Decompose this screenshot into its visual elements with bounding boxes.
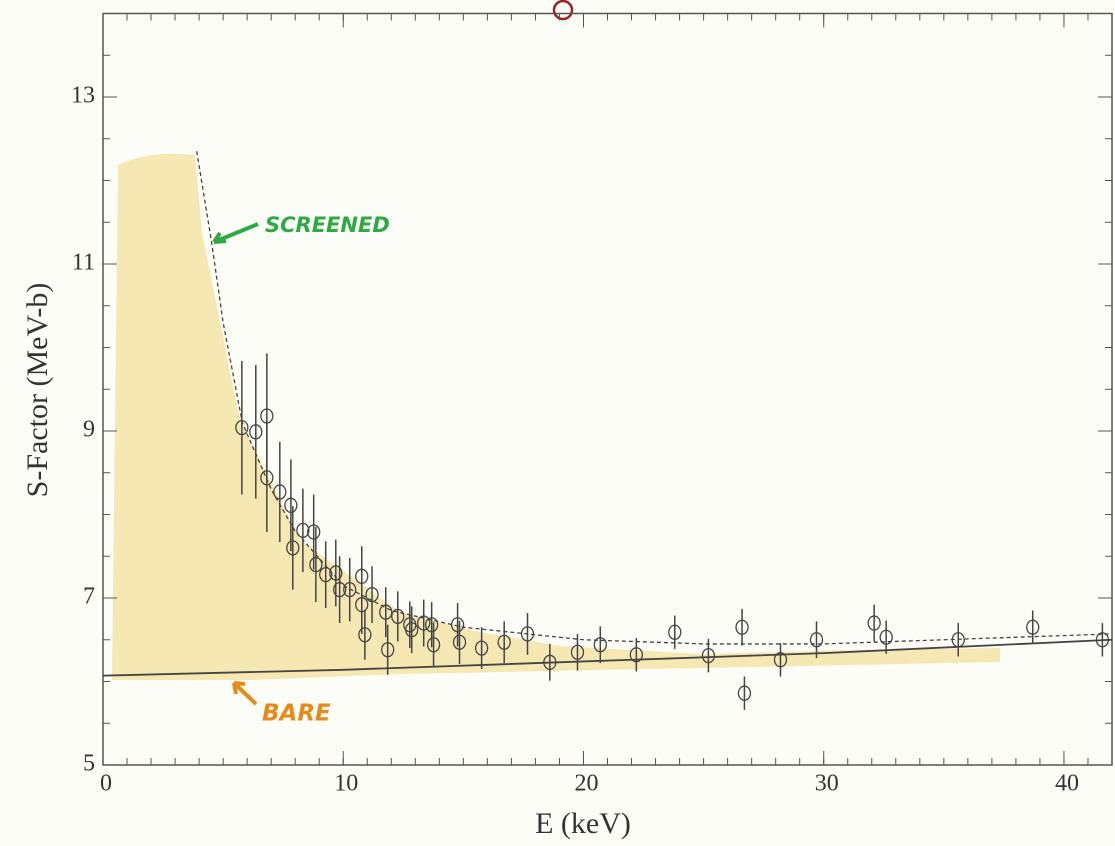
shaded-region [112,153,1000,680]
data-point [879,629,893,645]
data-point [735,619,749,635]
data-point [391,608,405,625]
y-tick-label: 9 [83,417,95,443]
data-point [450,617,465,633]
data-point [332,582,347,598]
y-axis-label: S-Factor (MeV-b) [21,283,54,498]
data-point [1095,632,1110,648]
data-point [260,408,274,424]
x-axis-label: E (keV) [535,807,631,840]
x-tick-label: 20 [574,771,598,797]
data-point [284,497,298,513]
y-tick-label: 11 [72,250,95,276]
screened-arrow [212,222,259,244]
data-point [497,634,511,650]
data-point [474,640,489,656]
curve [196,151,1113,645]
data-point [737,685,752,701]
data-point [701,647,716,664]
data-point [520,626,535,642]
data-point [570,644,585,660]
y-tick-label: 13 [71,83,95,109]
data-point [309,556,323,573]
data-point [951,632,965,648]
data-point [319,566,333,583]
bare-label: BARE [262,701,331,727]
data-point [1026,619,1040,635]
y-tick-label: 5 [83,751,95,777]
data-point [235,420,249,436]
data-point [668,624,682,640]
data-point [329,565,343,581]
data-point [358,627,372,643]
data-point [424,617,439,633]
data-point [593,637,607,653]
y-tick-label: 7 [83,584,95,610]
x-tick-label: 0 [100,771,112,797]
bare-arrow [232,681,258,706]
x-tick-label: 30 [815,771,839,797]
data-point [809,632,824,648]
data-point [307,524,321,540]
data-point [405,622,419,638]
data-point [867,615,881,631]
data-point [296,522,310,539]
data-point [543,654,557,670]
screened-label: SCREENED [265,213,390,237]
curve [102,638,1113,677]
data-point [249,424,263,440]
data-point [381,642,395,658]
data-point [286,540,300,556]
data-point [773,652,788,668]
data-point [355,597,369,613]
data-point [260,470,274,486]
data-point [417,615,431,631]
margin-mark [552,0,574,21]
data-point [343,582,357,598]
x-tick-label: 10 [334,771,358,797]
data-point [426,637,441,653]
data-point [452,634,467,650]
data-point [629,647,643,663]
x-tick-label: 40 [1055,771,1079,797]
data-point [379,604,393,620]
data-point [273,484,287,500]
data-point [365,587,379,603]
